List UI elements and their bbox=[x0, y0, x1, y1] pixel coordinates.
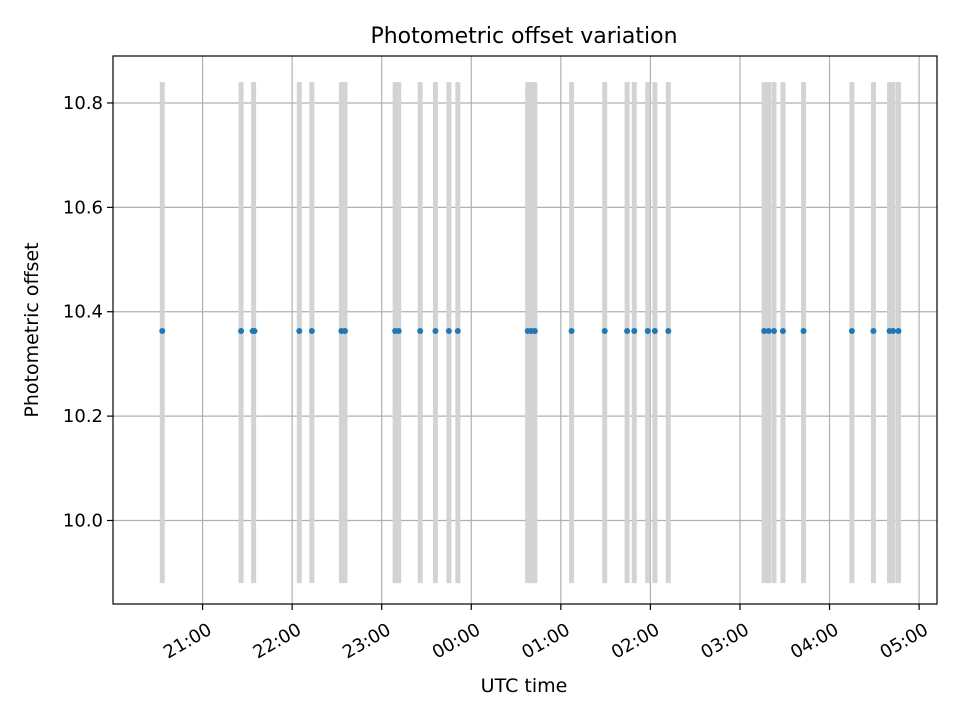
data-point-0-27 bbox=[779, 328, 786, 335]
data-point-0-23 bbox=[665, 328, 672, 335]
x-tick-label-2: 23:00 bbox=[339, 619, 394, 663]
data-point-0-18 bbox=[601, 328, 608, 335]
data-point-0-19 bbox=[624, 328, 631, 335]
y-tick-label-0: 10.0 bbox=[63, 510, 103, 531]
y-tick-label-1: 10.2 bbox=[63, 406, 103, 427]
data-point-0-30 bbox=[870, 328, 877, 335]
data-point-0-25 bbox=[765, 328, 772, 335]
x-tick-label-7: 04:00 bbox=[787, 619, 842, 663]
data-point-0-17 bbox=[568, 328, 575, 335]
data-point-0-9 bbox=[395, 328, 402, 335]
plot-frame bbox=[112, 55, 938, 605]
data-point-0-20 bbox=[631, 328, 638, 335]
data-point-0-1 bbox=[238, 328, 245, 335]
data-point-0-0 bbox=[159, 328, 166, 335]
x-tick-label-1: 22:00 bbox=[250, 619, 305, 663]
data-point-0-13 bbox=[454, 328, 461, 335]
data-point-0-10 bbox=[417, 328, 424, 335]
y-axis-ticks: 10.0 10.2 10.4 10.6 10.8 bbox=[63, 93, 113, 531]
data-points bbox=[159, 328, 902, 335]
y-tick-label-2: 10.4 bbox=[63, 302, 103, 323]
x-tick-label-4: 01:00 bbox=[518, 619, 573, 663]
x-axis-ticks: 21:00 22:00 23:00 00:00 01:00 02:00 03:00 04:00… bbox=[160, 604, 932, 663]
data-point-0-21 bbox=[644, 328, 651, 335]
data-point-0-28 bbox=[800, 328, 807, 335]
data-point-0-7 bbox=[341, 328, 348, 335]
data-point-0-26 bbox=[770, 328, 777, 335]
y-axis-label: Photometric offset bbox=[21, 242, 43, 417]
data-point-0-22 bbox=[651, 328, 658, 335]
data-point-0-3 bbox=[251, 328, 258, 335]
data-point-0-4 bbox=[296, 328, 303, 335]
y-tick-label-3: 10.6 bbox=[63, 197, 103, 218]
x-tick-label-8: 05:00 bbox=[877, 619, 932, 663]
x-tick-label-3: 00:00 bbox=[429, 619, 484, 663]
x-tick-label-0: 21:00 bbox=[160, 619, 215, 663]
x-axis-label: UTC time bbox=[481, 675, 568, 697]
data-point-0-5 bbox=[308, 328, 315, 335]
data-point-0-16 bbox=[531, 328, 538, 335]
data-point-0-32 bbox=[890, 328, 897, 335]
data-point-0-11 bbox=[432, 328, 439, 335]
x-tick-label-5: 02:00 bbox=[608, 619, 663, 663]
x-tick-label-6: 03:00 bbox=[697, 619, 752, 663]
y-tick-label-4: 10.8 bbox=[63, 93, 103, 114]
data-point-0-12 bbox=[445, 328, 452, 335]
data-point-0-29 bbox=[848, 328, 855, 335]
chart-title: Photometric offset variation bbox=[370, 24, 677, 49]
data-point-0-24 bbox=[761, 328, 768, 335]
data-point-0-33 bbox=[895, 328, 902, 335]
